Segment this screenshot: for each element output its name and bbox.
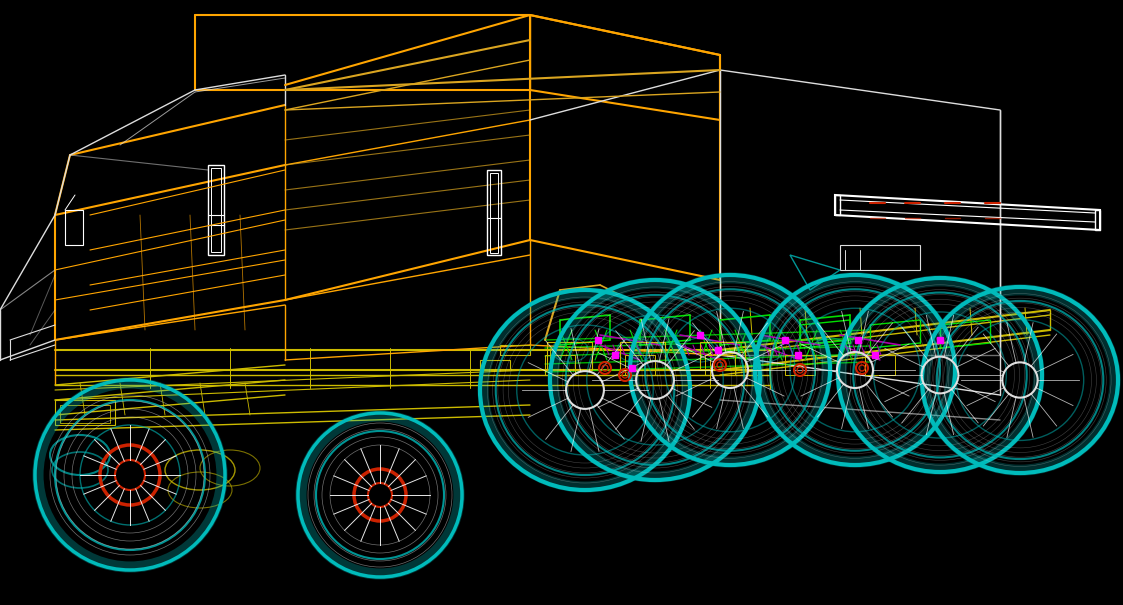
Bar [700, 342, 745, 370]
Bar [490, 173, 497, 253]
Bar [60, 405, 110, 423]
Bar [785, 355, 815, 375]
Bar [480, 360, 510, 370]
Bar [705, 355, 734, 375]
Bar [55, 400, 115, 425]
Bar [840, 245, 920, 270]
Bar [211, 168, 221, 252]
Bar [208, 165, 223, 255]
Bar [65, 210, 83, 245]
Bar [626, 355, 655, 375]
Bar [500, 345, 530, 355]
Bar [545, 355, 575, 375]
Bar [547, 342, 592, 370]
Bar [620, 342, 665, 370]
Bar [865, 355, 895, 375]
Bar [487, 170, 501, 255]
